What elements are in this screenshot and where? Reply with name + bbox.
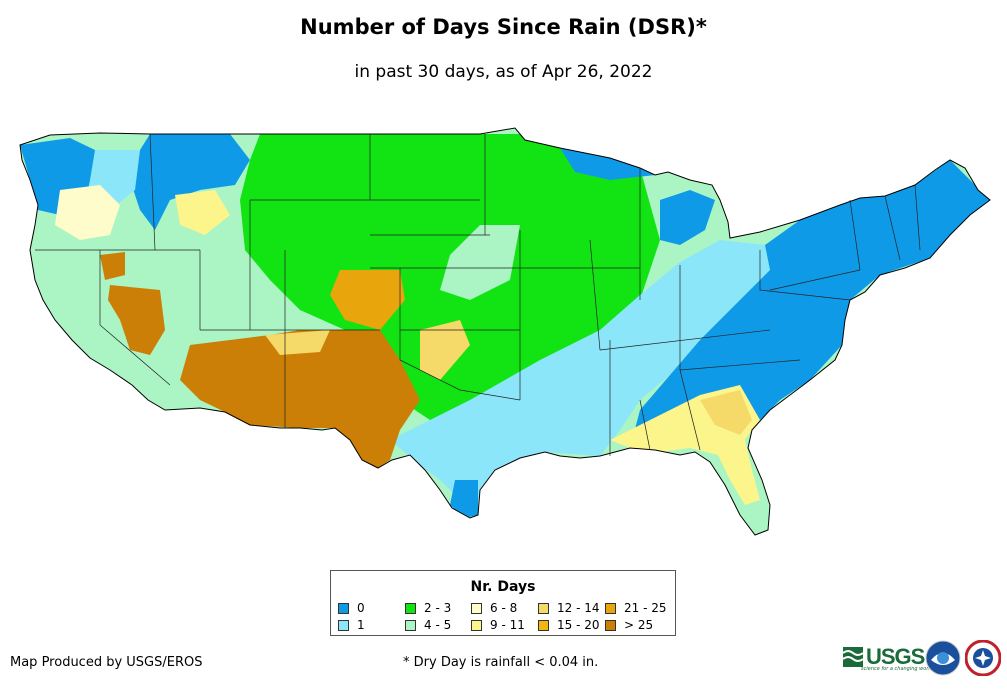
legend-swatch (405, 602, 416, 614)
usgs-tagline: science for a changing world (861, 666, 933, 672)
legend-item-8: 21 - 25 (605, 601, 667, 615)
legend-label: 0 (357, 601, 365, 615)
legend-swatch (471, 602, 482, 614)
footnote-text: * Dry Day is rainfall < 0.04 in. (403, 655, 599, 670)
map-subtitle: in past 30 days, as of Apr 26, 2022 (354, 62, 653, 82)
legend-item-6: 12 - 14 (538, 601, 600, 615)
legend-title: Nr. Days (470, 579, 536, 595)
legend-label: 4 - 5 (424, 618, 452, 632)
nws-logo-icon (965, 640, 1001, 676)
legend-label: 2 - 3 (424, 601, 452, 615)
legend-swatch (605, 602, 616, 614)
legend-item-1: 1 (338, 618, 365, 632)
legend-item-4: 6 - 8 (471, 601, 517, 615)
legend-label: 21 - 25 (624, 601, 667, 615)
legend-item-3: 4 - 5 (405, 618, 451, 632)
legend-swatch (538, 602, 549, 614)
legend-label: 15 - 20 (557, 618, 600, 632)
legend-swatch (338, 619, 349, 631)
legend-item-7: 15 - 20 (538, 618, 600, 632)
legend-label: > 25 (624, 618, 654, 632)
legend-item-2: 2 - 3 (405, 601, 451, 615)
noaa-logo-icon (925, 640, 961, 676)
legend-swatch (338, 602, 349, 614)
legend-swatch (605, 619, 616, 631)
legend-label: 1 (357, 618, 365, 632)
legend-swatch (405, 619, 416, 631)
legend-item-5: 9 - 11 (471, 618, 525, 632)
legend-swatch (538, 619, 549, 631)
usgs-wave-icon (843, 647, 863, 667)
legend-swatch (471, 619, 482, 631)
legend-item-9: > 25 (605, 618, 653, 632)
legend-label: 6 - 8 (490, 601, 518, 615)
map-title: Number of Days Since Rain (DSR)* (300, 15, 707, 39)
usgs-logo-icon: USGS (843, 644, 925, 670)
logo-strip: USGS science for a changing world (843, 640, 1003, 680)
legend-label: 9 - 11 (490, 618, 525, 632)
usgs-wordmark: USGS (866, 644, 925, 669)
us-dsr-map (19, 127, 991, 536)
credit-text: Map Produced by USGS/EROS (10, 655, 203, 670)
legend: Nr. Days 0 1 2 - 3 4 - 5 6 - 8 9 - 11 12… (330, 570, 676, 636)
legend-item-0: 0 (338, 601, 365, 615)
legend-label: 12 - 14 (557, 601, 600, 615)
